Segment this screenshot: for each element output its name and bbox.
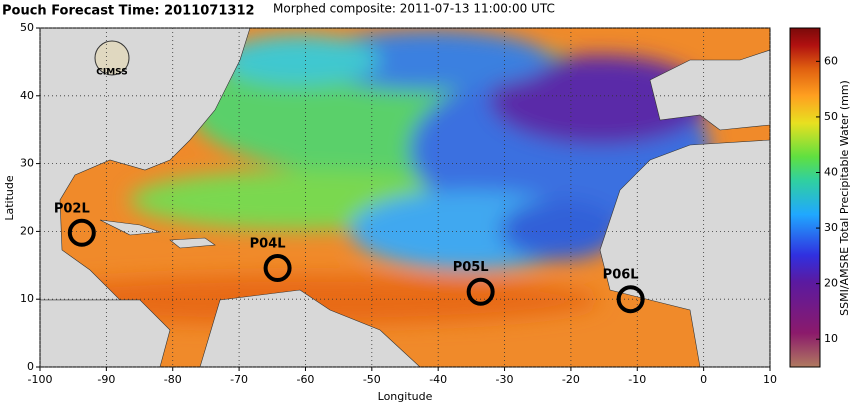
x-tick-label: -60 (296, 373, 314, 386)
pouch-marker (263, 254, 292, 283)
colorbar-tick-label: 20 (824, 277, 838, 290)
y-tick-label: 20 (20, 224, 34, 237)
colorbar-tick-label: 30 (824, 221, 838, 234)
colorbar-tick-label: 10 (824, 332, 838, 345)
x-tick-label: -10 (628, 373, 646, 386)
x-tick-label: -100 (28, 373, 53, 386)
x-tick-label: -40 (429, 373, 447, 386)
pouch-label: P05L (453, 260, 489, 275)
pouch-marker (466, 277, 495, 306)
title: Pouch Forecast Time: 2011071312 (2, 4, 255, 19)
colorbar-tick-label: 50 (824, 110, 838, 123)
colorbar-tick-label: 40 (824, 165, 838, 178)
y-tick-label: 40 (20, 89, 34, 102)
pouch-marker (67, 218, 96, 247)
colorbar-tick-label: 60 (824, 54, 838, 67)
y-axis-label: Latitude (3, 175, 16, 221)
pouch-label: P04L (250, 237, 286, 252)
logo-text: CIMSS (96, 68, 127, 78)
pouch-label: P06L (603, 268, 639, 283)
x-tick-label: -20 (562, 373, 580, 386)
logo: CIMSS (94, 40, 130, 78)
x-tick-label: -90 (97, 373, 115, 386)
map-imagery (40, 28, 770, 367)
x-tick-label: -80 (164, 373, 182, 386)
colorbar-label: SSMI/AMSRE Total Precipitable Water (mm) (838, 80, 851, 316)
pouch-label: P02L (54, 201, 90, 216)
x-tick-label: -50 (363, 373, 381, 386)
y-tick-label: 0 (27, 360, 34, 373)
x-tick-label: 10 (763, 373, 777, 386)
colorbar (789, 27, 821, 368)
y-tick-label: 50 (20, 21, 34, 34)
x-tick-label: 0 (700, 373, 707, 386)
pouch-marker (616, 285, 645, 314)
y-tick-label: 30 (20, 157, 34, 170)
x-axis-label: Longitude (378, 390, 433, 403)
subtitle: Morphed composite: 2011-07-13 11:00:00 U… (273, 2, 555, 16)
x-tick-label: -70 (230, 373, 248, 386)
y-tick-label: 10 (20, 292, 34, 305)
x-tick-label: -30 (496, 373, 514, 386)
